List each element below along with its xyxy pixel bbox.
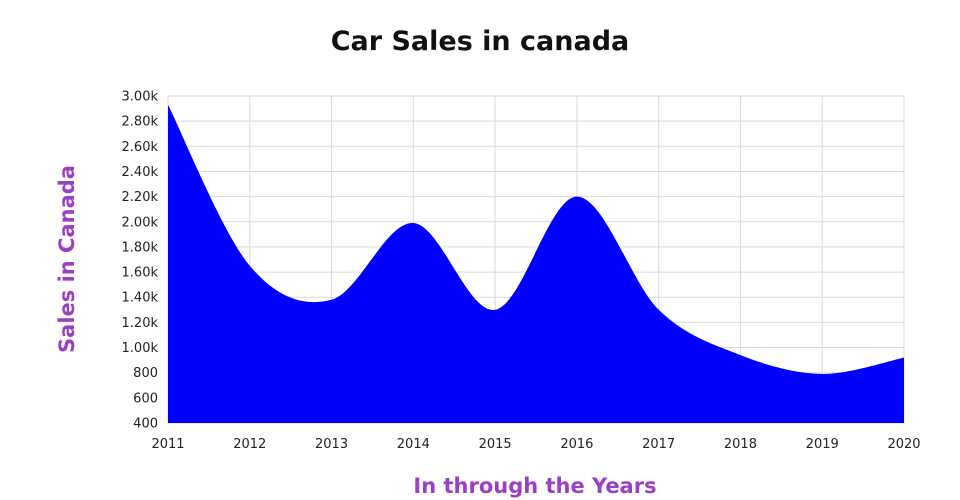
x-tick-label: 2018 <box>724 437 757 452</box>
x-tick-label: 2020 <box>887 437 920 452</box>
x-tick-label: 2015 <box>479 437 512 452</box>
y-tick-label: 400 <box>133 417 158 432</box>
y-tick-label: 1.60k <box>122 266 159 281</box>
x-tick-labels: 2011 2012 2013 2014 2015 2016 2017 2018 2019 2020 <box>151 437 920 452</box>
x-tick-label: 2016 <box>560 437 593 452</box>
y-tick-label: 2.80k <box>122 115 159 130</box>
x-tick-label: 2011 <box>151 437 184 452</box>
series-area <box>168 104 904 424</box>
chart-title: Car Sales in canada <box>330 26 630 57</box>
y-tick-label: 600 <box>133 391 158 406</box>
y-tick-label: 1.00k <box>122 341 159 356</box>
x-tick-label: 2019 <box>806 437 839 452</box>
x-axis-title: In through the Years <box>413 474 657 498</box>
x-tick-label: 2014 <box>397 437 430 452</box>
y-tick-label: 800 <box>133 366 158 381</box>
y-tick-label: 2.60k <box>122 140 159 155</box>
y-tick-label: 1.20k <box>122 316 159 331</box>
y-tick-label: 3.00k <box>122 90 159 105</box>
x-tick-label: 2012 <box>233 437 266 452</box>
y-tick-labels: 400 600 800 1.00k 1.20k 1.40k 1.60k 1.80k 2.00k 2… <box>122 90 159 432</box>
x-tick-label: 2013 <box>315 437 348 452</box>
y-tick-label: 2.20k <box>122 190 159 205</box>
y-tick-label: 1.80k <box>122 240 159 255</box>
y-tick-label: 2.00k <box>122 215 159 230</box>
y-tick-label: 1.40k <box>122 291 159 306</box>
y-tick-label: 2.40k <box>122 165 159 180</box>
x-tick-label: 2017 <box>642 437 675 452</box>
series-area-layer <box>168 104 904 424</box>
